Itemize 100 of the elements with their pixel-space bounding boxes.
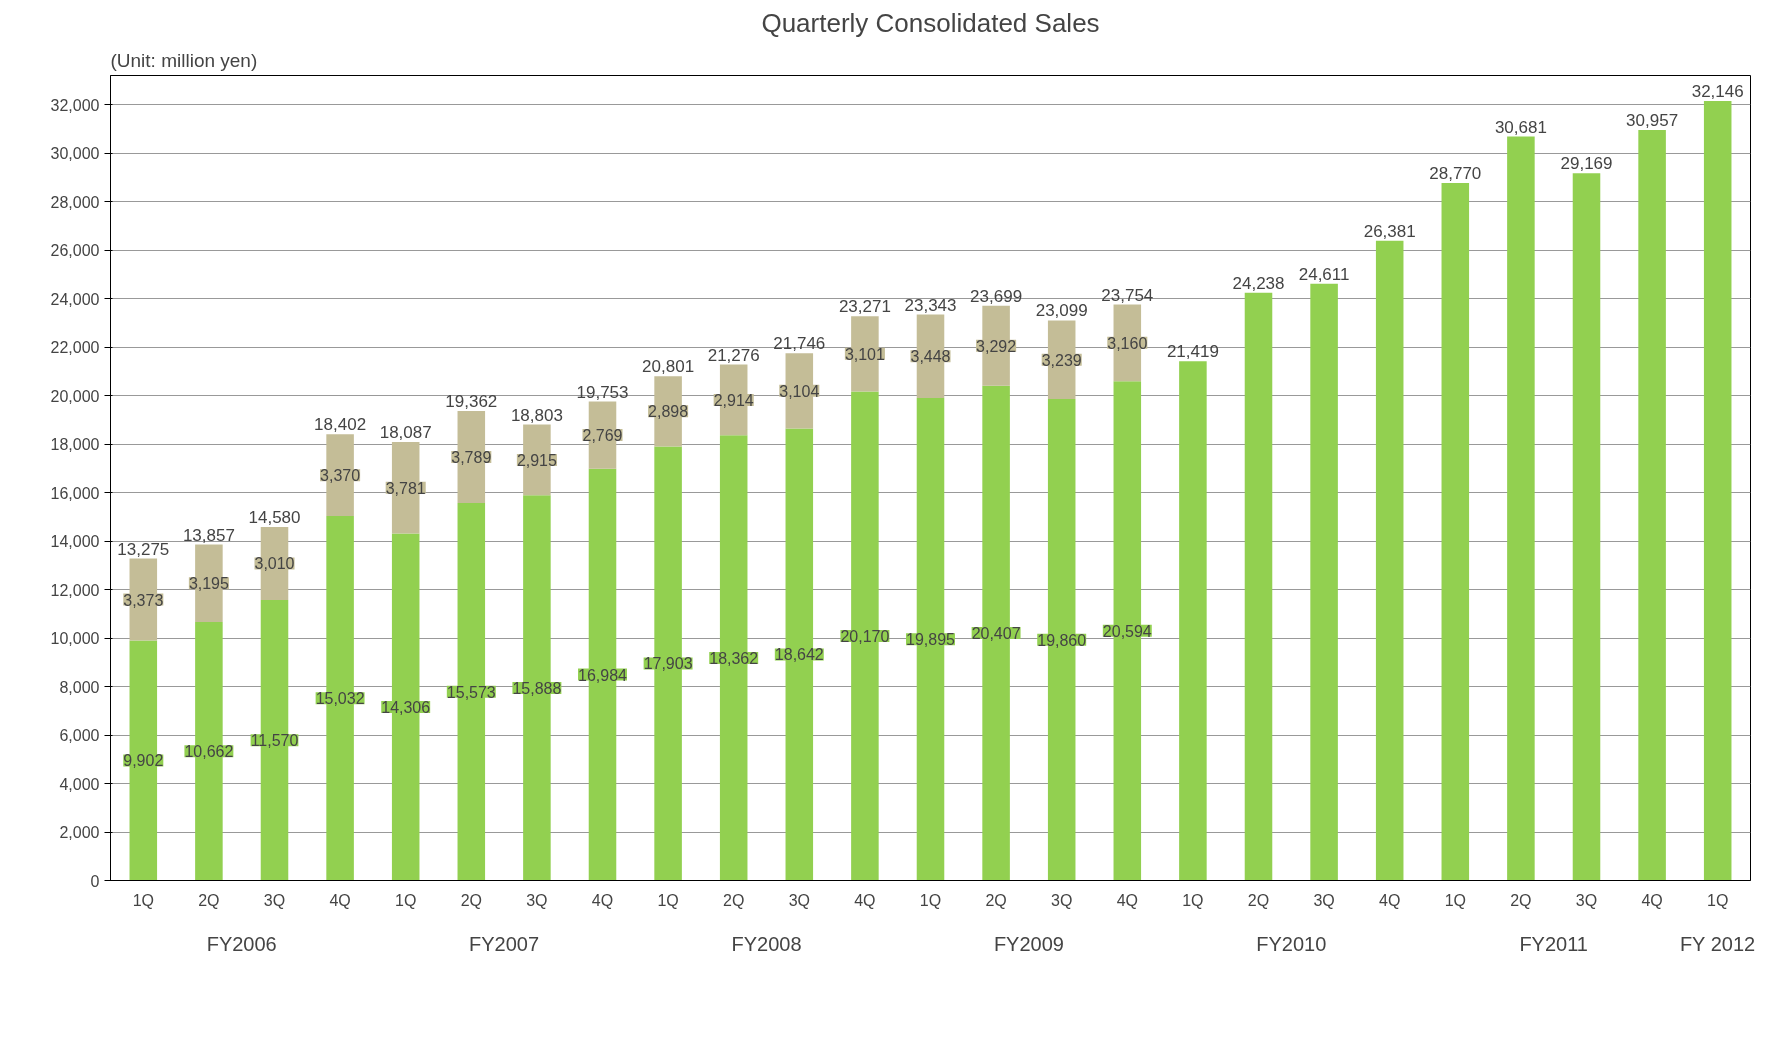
data-label: 18,362: [709, 649, 759, 667]
total-label: 24,611: [1298, 264, 1350, 284]
data-label: 20,407: [971, 625, 1021, 643]
x-tick-label: 2Q: [198, 891, 220, 909]
y-tick-label: 24,000: [50, 290, 100, 308]
x-tick-label: 4Q: [854, 891, 876, 909]
data-label: 16,984: [578, 666, 628, 684]
y-tick-label: 0: [90, 872, 100, 890]
data-label: 3,101: [844, 345, 886, 363]
y-tick-label: 32,000: [50, 96, 100, 114]
data-label: 3,370: [320, 467, 361, 485]
data-label: 2,769: [582, 427, 623, 445]
x-tick-label: 1Q: [919, 891, 942, 909]
y-tick-label: 28,000: [50, 193, 100, 211]
y-tick-label: 8,000: [59, 678, 100, 696]
y-tick-label: 2,000: [59, 824, 100, 842]
data-label: 2,915: [516, 451, 558, 469]
y-tick-label: 30,000: [50, 145, 100, 163]
total-label: 24,238: [1232, 273, 1285, 293]
data-label: 3,239: [1041, 351, 1082, 369]
data-label: 19,860: [1037, 631, 1087, 649]
x-tick-label: 3Q: [788, 891, 810, 909]
data-label: 11,570: [250, 732, 299, 750]
x-tick-label: 2Q: [460, 891, 482, 909]
data-label: 2,914: [713, 391, 754, 409]
data-label: 3,373: [123, 591, 164, 609]
data-label: 17,903: [643, 655, 693, 673]
x-tick-label: 2Q: [985, 891, 1007, 909]
data-label: 9,902: [123, 752, 164, 770]
x-tick-label: 1Q: [657, 891, 679, 909]
total-label: 23,343: [904, 295, 957, 315]
data-label: 3,195: [188, 575, 230, 593]
total-label: 14,580: [248, 507, 301, 527]
x-tick-label: 1Q: [1182, 891, 1204, 909]
x-tick-label: 2Q: [1510, 891, 1532, 909]
data-label: 3,789: [451, 448, 492, 466]
x-tick-label: 2Q: [723, 891, 745, 909]
y-tick-label: 16,000: [50, 484, 100, 502]
total-label: 20,801: [642, 357, 695, 377]
bar: [1638, 129, 1666, 881]
total-label: 18,402: [314, 415, 367, 435]
total-label: 18,087: [379, 422, 432, 442]
total-label: 23,754: [1101, 285, 1154, 305]
x-tick-label: 3Q: [526, 891, 548, 909]
x-tick-label: 4Q: [591, 891, 614, 909]
data-label: 3,160: [1107, 334, 1148, 352]
total-label: 21,419: [1166, 342, 1219, 362]
text: (Unit: million yen): [110, 49, 258, 71]
total-label: 26,381: [1363, 221, 1416, 241]
total-label: 13,275: [117, 539, 170, 559]
bar: [1244, 292, 1273, 881]
total-label: 30,957: [1626, 110, 1679, 130]
data-label: 19,895: [906, 631, 956, 649]
data-label: 20,594: [1102, 622, 1152, 640]
bar: [1310, 283, 1338, 881]
y-tick-label: 12,000: [50, 581, 100, 599]
chart-title: Quarterly Consolidated Sales: [761, 7, 1100, 38]
data-label: 20,170: [840, 627, 890, 645]
total-label: 23,099: [1035, 301, 1088, 321]
x-tick-label: 4Q: [329, 891, 351, 909]
data-label: 18,642: [774, 646, 824, 664]
data-label: 14,306: [381, 699, 431, 717]
total-label: 19,362: [445, 392, 498, 412]
y-tick-label: 20,000: [50, 387, 100, 405]
x-tick-label: 3Q: [1051, 891, 1073, 909]
text: FY2007: [469, 932, 540, 955]
y-tick-label: 18,000: [50, 436, 100, 454]
x-tick-label: 3Q: [1575, 891, 1598, 909]
y-tick-label: 6,000: [59, 727, 100, 745]
y-tick-label: 4,000: [59, 775, 100, 793]
x-tick-label: 1Q: [1707, 891, 1729, 909]
x-tick-label: 3Q: [263, 891, 286, 909]
total-label: 32,146: [1691, 82, 1744, 102]
total-label: 30,681: [1494, 117, 1547, 137]
text: FY2010: [1256, 932, 1327, 955]
data-label: 2,898: [648, 403, 689, 421]
total-label: 29,169: [1560, 154, 1613, 174]
total-label: 21,746: [773, 334, 826, 354]
y-tick-label: 14,000: [50, 533, 100, 551]
text: FY2011: [1519, 932, 1588, 955]
total-label: 28,770: [1429, 163, 1482, 183]
data-label: 3,448: [910, 348, 951, 366]
y-tick-label: 10,000: [50, 630, 100, 648]
data-label: 3,292: [976, 337, 1017, 355]
y-tick-label: 22,000: [50, 339, 100, 357]
total-label: 21,276: [707, 345, 760, 365]
bar: [1507, 136, 1535, 881]
data-label: 3,104: [779, 382, 820, 400]
data-label: 10,662: [184, 743, 234, 761]
data-label: 15,032: [315, 690, 365, 708]
text: FY2009: [993, 932, 1064, 955]
text: FY2006: [206, 932, 277, 955]
text: FY2008: [731, 932, 802, 955]
bar: [1572, 173, 1601, 881]
data-label: 3,010: [254, 555, 295, 573]
x-tick-label: 4Q: [1641, 891, 1663, 909]
x-tick-label: 3Q: [1313, 891, 1335, 909]
text: FY 2012: [1679, 932, 1756, 955]
bar: [1441, 182, 1470, 881]
bar: [1703, 101, 1732, 881]
